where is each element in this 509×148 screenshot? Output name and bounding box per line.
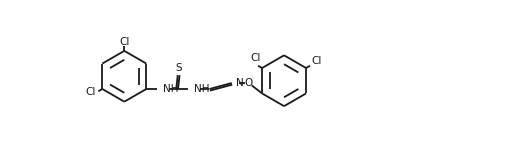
Text: NH: NH	[194, 84, 209, 94]
Text: Cl: Cl	[119, 37, 129, 47]
Text: NH: NH	[163, 84, 179, 94]
Text: O: O	[244, 78, 252, 88]
Text: Cl: Cl	[249, 53, 260, 63]
Text: S: S	[175, 63, 182, 73]
Text: Cl: Cl	[85, 87, 96, 97]
Text: N: N	[235, 78, 243, 88]
Text: Cl: Cl	[311, 56, 321, 66]
